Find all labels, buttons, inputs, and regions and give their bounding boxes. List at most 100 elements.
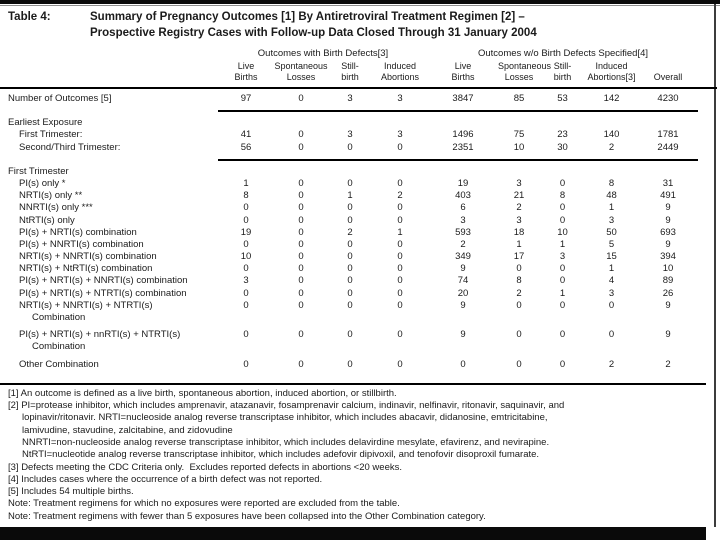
row-label: PI(s) + NRTI(s) + NTRTI(s) combination [19,287,187,299]
footnote-rule [0,382,706,385]
footnote-line: NNRTI=non-nucleoside analog reverse tran… [22,436,550,448]
cell-value: 0 [298,358,304,370]
cell-value: 9 [665,202,671,214]
cell-value: 5 [608,238,615,250]
cell-value: 31 [662,177,674,189]
cell-value: 3 [397,93,403,104]
cell-value: 4 [608,275,615,287]
column-header-stillbirth-2: Still- birth [553,61,572,82]
cell-value: 0 [397,202,403,214]
cell-value: 17 [513,251,525,263]
cell-value: 9 [665,238,671,250]
cell-value: 20 [457,287,469,299]
cell-value: 1781 [657,129,679,141]
row-label: Other Combination [19,358,99,370]
row-label: Combination [32,341,86,353]
cell-value: 0 [397,238,403,250]
cell-value: 23 [557,129,568,141]
group-header-with-defects: Outcomes with Birth Defects[3] [257,48,389,59]
cell-value: 0 [397,329,403,341]
cell-value: 18 [513,226,525,238]
cell-value: 10 [662,263,674,275]
cell-value: 0 [559,358,566,370]
cell-value: 9 [460,329,466,341]
footnote-line: Note: Treatment regimens for which no ex… [8,498,400,510]
row-label: PI(s) + NNRTI(s) combination [19,238,144,250]
table-section-rule [218,154,698,166]
footnote-line: [4] Includes cases where the occurrence … [8,473,323,485]
cell-value: 48 [606,190,617,202]
cell-value: 0 [298,238,304,250]
row-label: NRTI(s) + NNRTI(s) combination [19,251,157,263]
cell-value: 30 [557,141,568,153]
cell-value: 0 [347,202,353,214]
cell-value: 0 [298,202,304,214]
row-label: PI(s) + NRTI(s) + nnRTI(s) + NTRTI(s) [19,329,181,341]
cell-value: 0 [397,141,403,153]
cell-value: 89 [662,275,674,287]
cell-value: 0 [397,214,403,226]
footnote-line: [1] An outcome is defined as a live birt… [8,387,397,399]
row-label: Earliest Exposure [8,117,83,129]
cell-value: 74 [457,275,469,287]
row-label: Number of Outcomes [5] [8,93,112,104]
cell-value: 75 [513,129,525,141]
cell-value: 3 [516,177,522,189]
row-label: NNRTI(s) only *** [19,202,93,214]
cell-value: 0 [298,190,304,202]
cell-value: 1 [243,177,249,189]
cell-value: 0 [298,129,304,141]
cell-value: 0 [397,287,403,299]
cell-value: 0 [347,299,353,311]
cell-value: 0 [347,287,353,299]
cell-value: 0 [516,263,522,275]
column-header-spontaneous-losses-2: Spontaneous Losses [498,61,552,82]
column-header-induced-abortions-1: Induced Abortions [380,61,420,82]
row-label: NRTI(s) + NtRTI(s) combination [19,263,153,275]
cell-value: 0 [559,329,566,341]
cell-value: 0 [516,358,522,370]
row-label: NtRTI(s) only [19,214,75,226]
cell-value: 0 [608,329,615,341]
table-title-line2: Prospective Registry Cases with Follow-u… [90,26,537,39]
cell-value: 491 [660,190,676,202]
footnote-line: lopinavir/ritonavir. NRTI=nucleoside ana… [22,412,548,424]
footnote-line: [2] PI=protease inhibitor, which include… [8,400,565,412]
document-page: Table 4: Summary of Pregnancy Outcomes [… [0,10,717,523]
cell-value: 85 [513,93,525,104]
cell-value: 0 [559,214,566,226]
cell-value: 1 [516,238,522,250]
cell-value: 2 [516,287,522,299]
cell-value: 0 [298,299,304,311]
cell-value: 0 [243,358,249,370]
cell-value: 0 [298,93,304,104]
cell-value: 1496 [452,129,474,141]
cell-value: 2 [608,141,615,153]
cell-value: 9 [665,329,671,341]
top-border-bar [0,0,720,4]
footnote-line: NtRTI=nucleotide analog reverse transcri… [22,449,540,461]
column-header-overall: Overall [653,71,683,82]
cell-value: 19 [457,177,469,189]
cell-value: 0 [559,299,566,311]
cell-value: 41 [240,129,252,141]
column-header-induced-abortions-2: Induced Abortions[3] [587,61,636,82]
cell-value: 6 [460,202,466,214]
cell-value: 2 [460,238,466,250]
cell-value: 593 [455,226,471,238]
cell-value: 2 [608,358,615,370]
cell-value: 403 [455,190,471,202]
cell-value: 0 [397,177,403,189]
row-label: PI(s) + NRTI(s) + NNRTI(s) combination [19,275,188,287]
cell-value: 2449 [657,141,679,153]
row-label: Combination [32,312,86,323]
cell-value: 0 [243,202,249,214]
cell-value: 0 [243,287,249,299]
column-header-stillbirth-1: Still- birth [341,61,359,82]
cell-value: 0 [516,299,522,311]
cell-value: 3 [347,129,353,141]
top-border-line [0,5,720,6]
cell-value: 9 [460,299,466,311]
cell-value: 0 [559,177,566,189]
cell-value: 0 [608,299,615,311]
